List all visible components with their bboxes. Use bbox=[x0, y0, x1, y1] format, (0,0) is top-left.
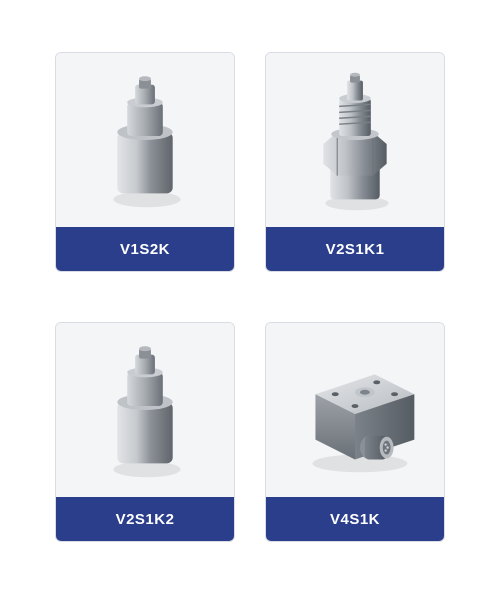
product-card[interactable]: V4S1K bbox=[265, 322, 445, 542]
product-label: V2S1K1 bbox=[266, 227, 444, 271]
product-card[interactable]: V1S2K bbox=[55, 52, 235, 272]
sensor-hex-icon bbox=[266, 53, 444, 227]
product-label: V1S2K bbox=[56, 227, 234, 271]
product-grid: V1S2K bbox=[55, 52, 445, 542]
sensor-cylinder-icon bbox=[56, 53, 234, 227]
product-label: V2S1K2 bbox=[56, 497, 234, 541]
product-image bbox=[266, 323, 444, 497]
product-card[interactable]: V2S1K1 bbox=[265, 52, 445, 272]
product-image bbox=[266, 53, 444, 227]
sensor-box-icon bbox=[266, 323, 444, 497]
sensor-cylinder-icon bbox=[56, 323, 234, 497]
product-image bbox=[56, 323, 234, 497]
product-image bbox=[56, 53, 234, 227]
product-label: V4S1K bbox=[266, 497, 444, 541]
product-card[interactable]: V2S1K2 bbox=[55, 322, 235, 542]
